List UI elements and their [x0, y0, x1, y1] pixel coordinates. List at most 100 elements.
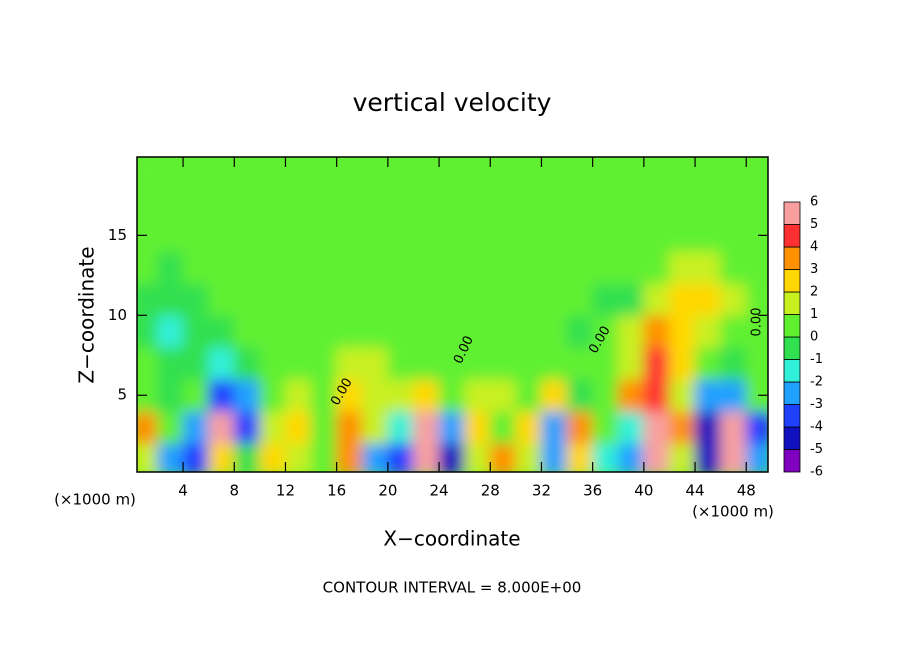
cell: [361, 157, 389, 188]
cell: [720, 157, 747, 188]
cell: [515, 250, 542, 284]
colorbar-label: 4: [810, 240, 818, 255]
cell: [284, 218, 312, 252]
cell: [464, 314, 491, 348]
cell: [208, 442, 235, 472]
cell: [720, 346, 747, 380]
contour-label: 0.00: [750, 308, 765, 337]
cell: [361, 282, 389, 316]
cell: [515, 410, 542, 444]
cell: [137, 346, 158, 380]
cell: [233, 346, 261, 380]
cell: [464, 186, 491, 220]
cell: [259, 186, 286, 220]
cell: [156, 378, 184, 412]
colorbar-label: -6: [810, 465, 823, 480]
cell: [336, 282, 363, 316]
cell: [540, 186, 568, 220]
cell: [336, 250, 363, 284]
cell: [208, 186, 235, 220]
cell: [617, 346, 645, 380]
cell: [310, 186, 338, 220]
cell: [412, 410, 440, 444]
cell: [233, 378, 261, 412]
cell: [259, 250, 286, 284]
cell: [182, 250, 210, 284]
cell: [438, 442, 466, 472]
cell: [745, 186, 768, 220]
cell: [438, 157, 466, 188]
cell: [438, 186, 466, 220]
cell: [694, 218, 722, 252]
x-tick-label: 48: [737, 482, 756, 500]
colorbar-label: -5: [810, 442, 823, 457]
colorbar-box: [783, 269, 801, 293]
cell: [336, 218, 363, 252]
cell: [284, 186, 312, 220]
cell: [617, 218, 645, 252]
cell: [643, 314, 670, 348]
cell: [540, 378, 568, 412]
cell: [668, 410, 696, 444]
cell: [489, 186, 517, 220]
colorbar-label: -2: [810, 375, 823, 390]
cell: [284, 410, 312, 444]
cell: [668, 157, 696, 188]
cell: [540, 314, 568, 348]
cell: [137, 442, 158, 472]
cell: [694, 314, 722, 348]
cell: [259, 157, 286, 188]
cell: [361, 314, 389, 348]
cell: [592, 378, 619, 412]
cell: [336, 442, 363, 472]
cell: [233, 410, 261, 444]
field: [137, 157, 768, 472]
cell: [156, 186, 184, 220]
cell: [668, 346, 696, 380]
cell: [412, 282, 440, 316]
colorbar-label: 5: [810, 217, 818, 232]
x-tick-label: 32: [532, 482, 551, 500]
colorbar-box: [783, 336, 801, 360]
cell: [137, 410, 158, 444]
cell: [284, 314, 312, 348]
cell: [515, 442, 542, 472]
cell: [156, 157, 184, 188]
cell: [412, 442, 440, 472]
cell: [668, 378, 696, 412]
cell: [156, 442, 184, 472]
cell: [336, 186, 363, 220]
cell: [310, 346, 338, 380]
x-axis-label: X−coordinate: [383, 527, 520, 551]
cell: [233, 218, 261, 252]
cell: [617, 314, 645, 348]
cell: [515, 346, 542, 380]
cell: [387, 186, 414, 220]
cell: [233, 442, 261, 472]
cell: [720, 378, 747, 412]
cell: [592, 282, 619, 316]
cell: [284, 378, 312, 412]
cell: [720, 282, 747, 316]
cell: [745, 282, 768, 316]
cell: [259, 218, 286, 252]
x-tick-label: 44: [685, 482, 704, 500]
cell: [412, 378, 440, 412]
colorbar-box: [783, 404, 801, 428]
cell: [694, 346, 722, 380]
cell: [310, 282, 338, 316]
cell: [387, 218, 414, 252]
cell: [464, 346, 491, 380]
x-unit: (×1000 m): [692, 503, 774, 521]
cell: [643, 218, 670, 252]
cell: [387, 410, 414, 444]
cell: [464, 410, 491, 444]
cell: [720, 442, 747, 472]
cell: [745, 410, 768, 444]
cell: [617, 250, 645, 284]
cell: [208, 157, 235, 188]
cell: [668, 218, 696, 252]
cell: [643, 157, 670, 188]
cell: [412, 346, 440, 380]
colorbar-label: -4: [810, 420, 823, 435]
